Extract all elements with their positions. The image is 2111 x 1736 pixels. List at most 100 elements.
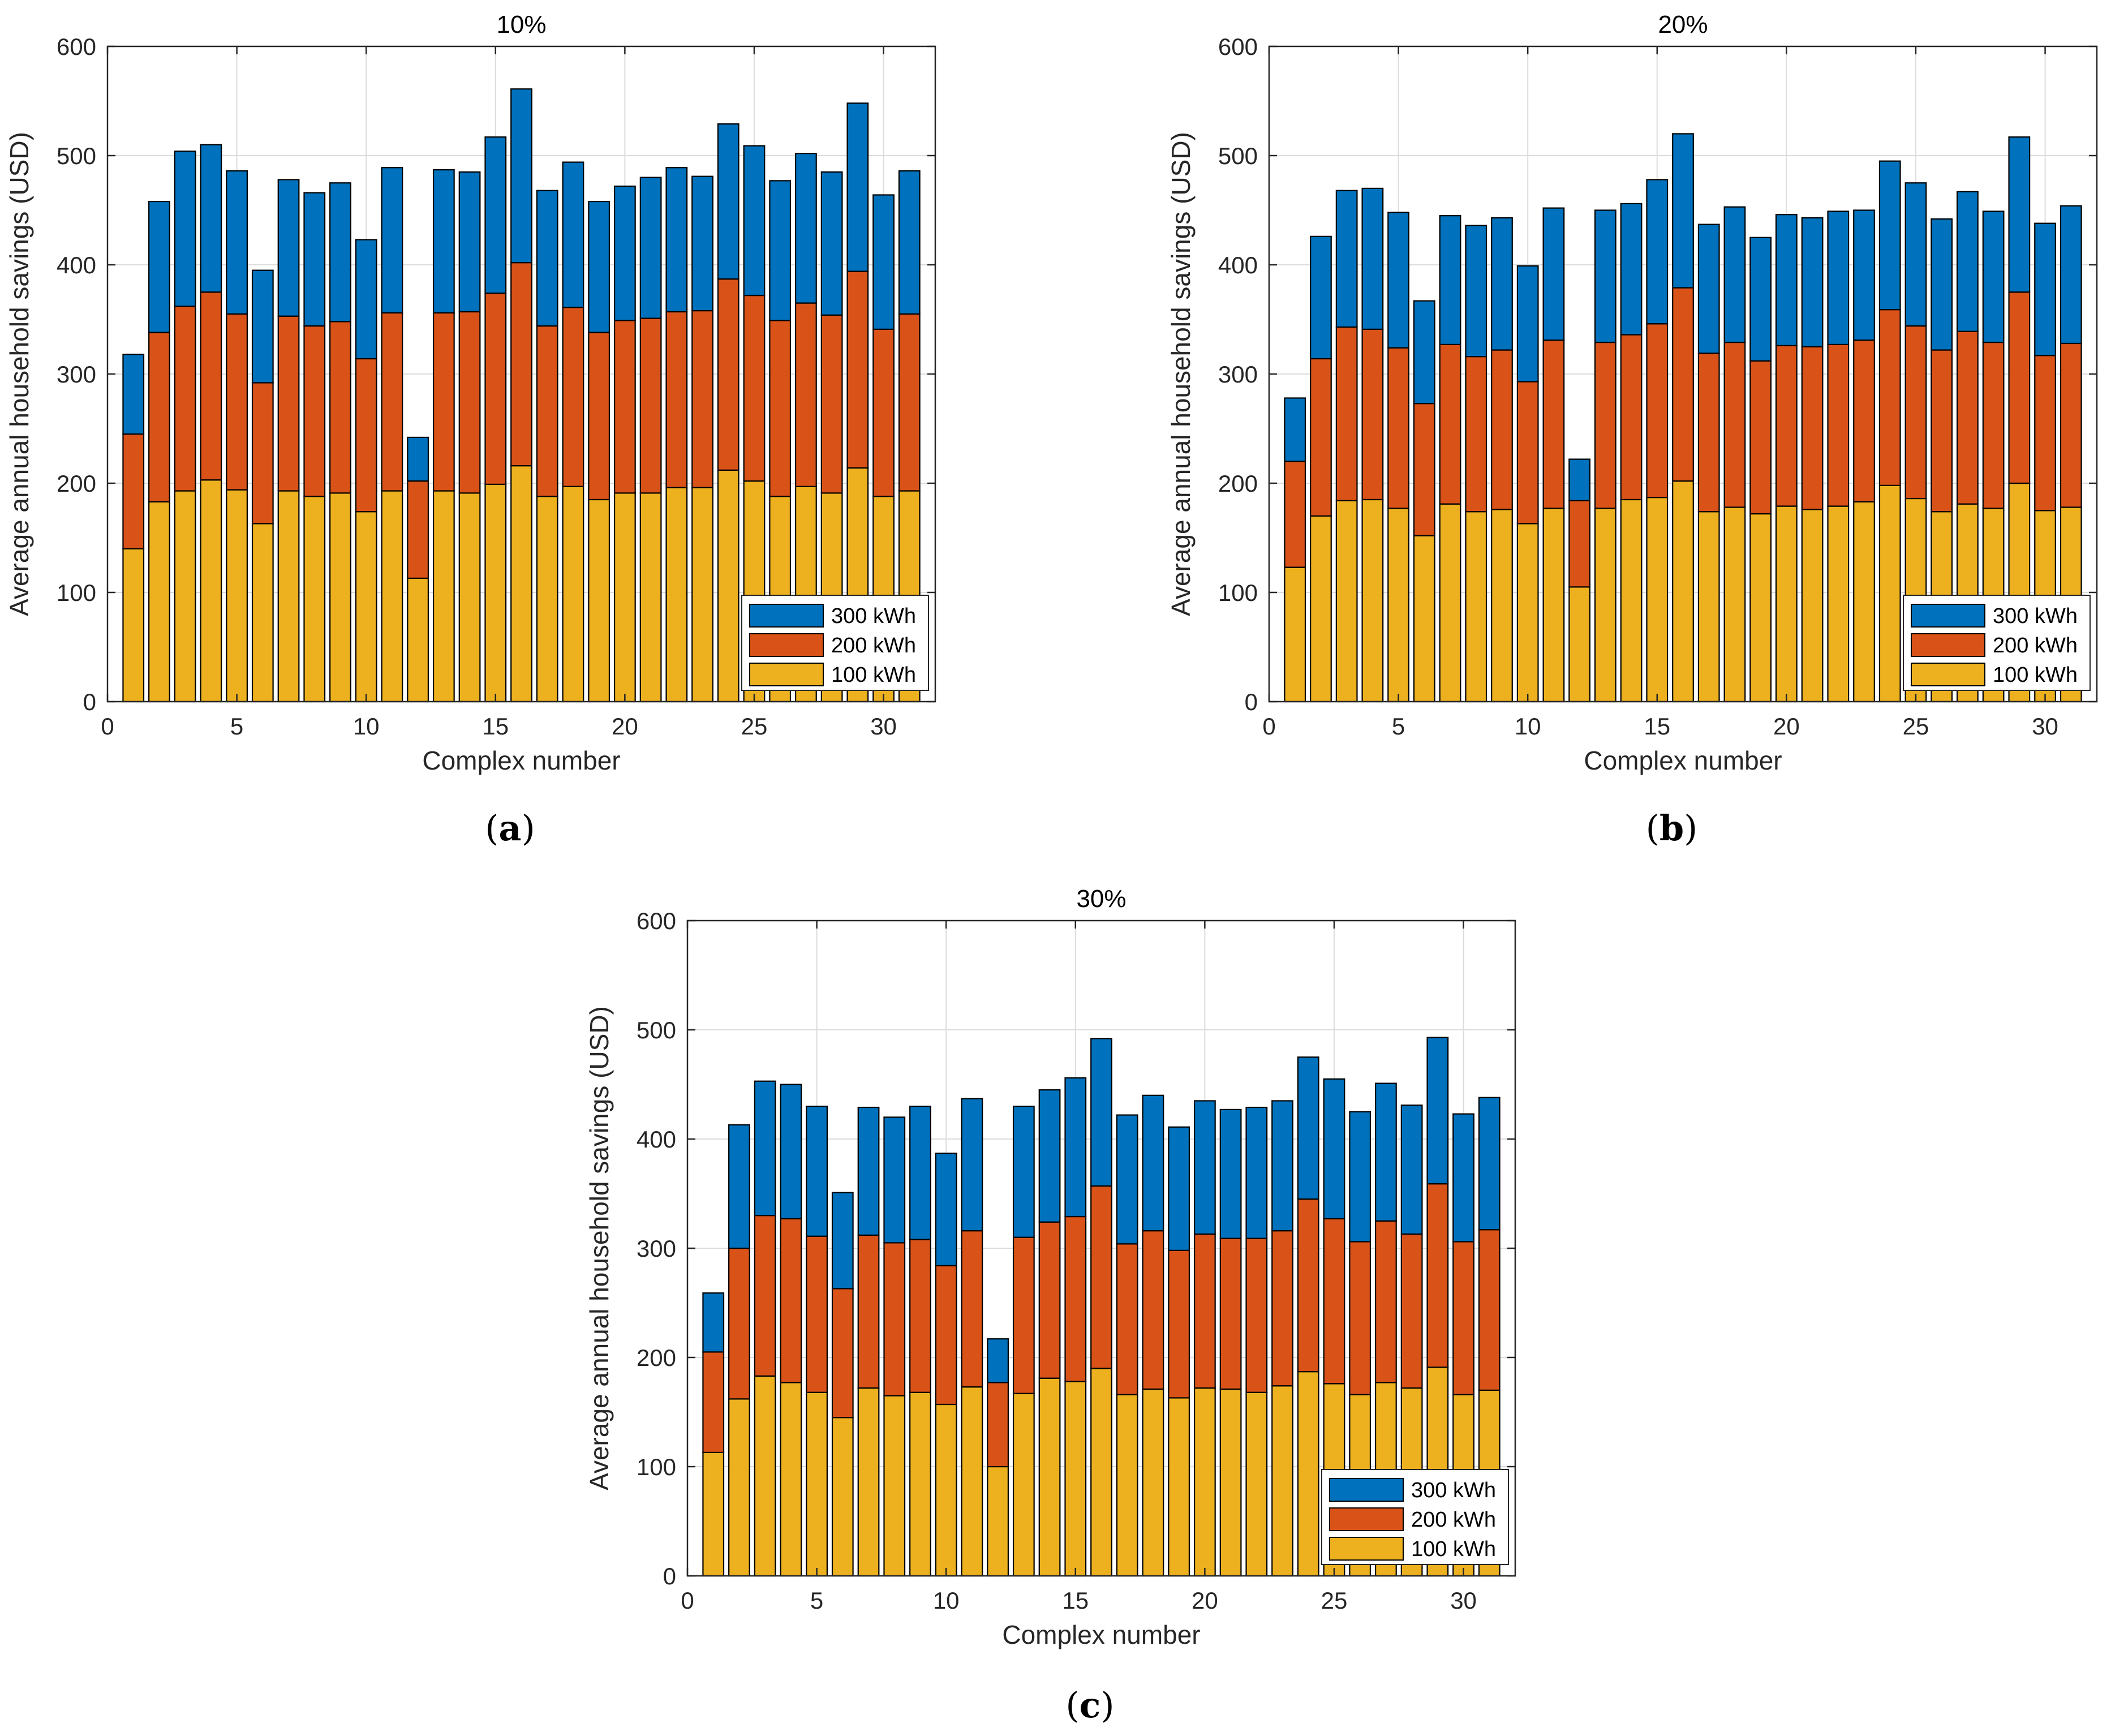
bar-segment-100-kwh: [1361, 499, 1384, 703]
x-tick-label: 10: [1515, 713, 1541, 740]
bar-segment-200-kwh: [1853, 340, 1875, 502]
bar-segment-200-kwh: [1982, 341, 2005, 509]
bar-segment-100-kwh: [1219, 1388, 1242, 1577]
chart-title: 10%: [496, 11, 546, 38]
y-axis-label: Average annual household savings (USD): [5, 132, 34, 616]
bar-segment-200-kwh: [2008, 291, 2031, 484]
bar-segment-200-kwh: [329, 321, 351, 494]
bar-segment-200-kwh: [277, 315, 300, 492]
bar-segment-300-kwh: [987, 1338, 1009, 1383]
bar-segment-200-kwh: [1193, 1233, 1216, 1389]
bar-segment-100-kwh: [484, 483, 507, 703]
bar-segment-100-kwh: [562, 485, 584, 703]
bar-segment-200-kwh: [1878, 309, 1901, 486]
bar-segment-100-kwh: [1465, 511, 1487, 703]
bar-segment-200-kwh: [717, 278, 740, 471]
bar-segment-100-kwh: [831, 1417, 854, 1577]
legend-swatch: [1329, 1507, 1404, 1531]
bar-group: [702, 1037, 1501, 1577]
bar-segment-200-kwh: [381, 312, 403, 492]
bar-segment-100-kwh: [1413, 535, 1435, 703]
bar-segment-100-kwh: [1568, 586, 1591, 703]
bar-segment-300-kwh: [1594, 209, 1616, 343]
bar-segment-300-kwh: [872, 194, 895, 330]
bar-segment-200-kwh: [226, 313, 248, 491]
bar-segment-200-kwh: [1478, 1229, 1501, 1391]
legend-swatch: [1911, 663, 1985, 686]
bar-segment-200-kwh: [883, 1242, 906, 1396]
bar-segment-300-kwh: [795, 153, 817, 304]
bar-segment-300-kwh: [613, 185, 636, 321]
bar-segment-100-kwh: [122, 548, 145, 703]
x-tick-label: 25: [741, 713, 768, 740]
bar-segment-200-kwh: [1297, 1198, 1319, 1373]
legend-label: 300 kWh: [1411, 1479, 1496, 1502]
bar-segment-300-kwh: [226, 170, 248, 315]
bar-segment-300-kwh: [1271, 1100, 1293, 1232]
bar-group: [1284, 133, 2082, 703]
y-tick-label: 300: [637, 1235, 676, 1262]
y-tick-label: 100: [1218, 579, 1258, 606]
bar-segment-300-kwh: [148, 200, 170, 333]
bar-segment-300-kwh: [458, 171, 481, 313]
x-tick-label: 0: [1262, 713, 1275, 740]
panel-tag-letter: b: [1659, 807, 1684, 849]
bar-segment-300-kwh: [1697, 224, 1720, 354]
legend-swatch: [749, 633, 824, 657]
bar-segment-200-kwh: [1219, 1237, 1242, 1390]
bar-segment-100-kwh: [1284, 566, 1306, 703]
bar-segment-200-kwh: [728, 1247, 750, 1400]
bar-segment-100-kwh: [909, 1391, 931, 1577]
y-axis-label: Average annual household savings (USD): [584, 1006, 614, 1490]
bar-segment-300-kwh: [1245, 1106, 1268, 1239]
legend: 300 kWh 200 kWh 100 kWh: [1321, 1469, 1509, 1565]
bar-segment-100-kwh: [1193, 1387, 1216, 1577]
legend-label: 200 kWh: [831, 634, 916, 658]
bar-segment-300-kwh: [174, 151, 196, 307]
bar-segment-100-kwh: [1064, 1381, 1087, 1577]
x-tick-label: 5: [1392, 713, 1405, 740]
bar-segment-100-kwh: [1723, 506, 1746, 703]
bar-segment-200-kwh: [1957, 330, 1979, 505]
bar-segment-300-kwh: [717, 123, 740, 280]
bar-segment-200-kwh: [1723, 341, 1746, 508]
bar-segment-200-kwh: [458, 311, 481, 494]
y-tick-label: 500: [637, 1017, 676, 1043]
bar-segment-200-kwh: [251, 382, 274, 525]
bar-segment-300-kwh: [780, 1084, 802, 1219]
bar-segment-300-kwh: [1361, 187, 1384, 330]
bar-segment-100-kwh: [1516, 523, 1539, 703]
y-tick-label: 0: [83, 689, 96, 715]
bar-segment-300-kwh: [1801, 217, 1824, 347]
bar-segment-200-kwh: [743, 294, 766, 482]
bar-segment-300-kwh: [728, 1124, 750, 1249]
bar-segment-300-kwh: [1516, 265, 1539, 383]
bar-segment-200-kwh: [148, 332, 170, 502]
bar-segment-100-kwh: [754, 1375, 776, 1577]
bar-segment-100-kwh: [961, 1386, 983, 1577]
x-tick-label: 25: [1321, 1587, 1348, 1614]
bar-segment-200-kwh: [872, 328, 895, 497]
bar-segment-200-kwh: [1426, 1183, 1449, 1368]
bar-segment-300-kwh: [1090, 1038, 1112, 1187]
bar-segment-100-kwh: [1672, 480, 1694, 703]
y-tick-label: 100: [637, 1454, 676, 1480]
bar-segment-100-kwh: [857, 1387, 880, 1577]
bar-segment-300-kwh: [1142, 1094, 1164, 1232]
bar-segment-200-kwh: [1827, 343, 1850, 507]
bar-segment-300-kwh: [743, 145, 766, 297]
bar-segment-300-kwh: [935, 1152, 957, 1266]
bar-segment-100-kwh: [1387, 508, 1409, 703]
bar-segment-300-kwh: [329, 182, 351, 323]
bar-segment-200-kwh: [846, 270, 869, 469]
legend-label: 300 kWh: [831, 604, 916, 628]
bar-segment-200-kwh: [909, 1239, 931, 1393]
bar-segment-200-kwh: [1697, 353, 1720, 513]
bar-segment-200-kwh: [691, 310, 713, 488]
bar-segment-300-kwh: [381, 167, 403, 314]
bar-segment-100-kwh: [277, 490, 300, 703]
y-tick-label: 200: [1218, 470, 1258, 497]
legend-swatch: [749, 663, 824, 686]
bar-segment-200-kwh: [355, 358, 377, 513]
bar-segment-200-kwh: [432, 312, 455, 492]
